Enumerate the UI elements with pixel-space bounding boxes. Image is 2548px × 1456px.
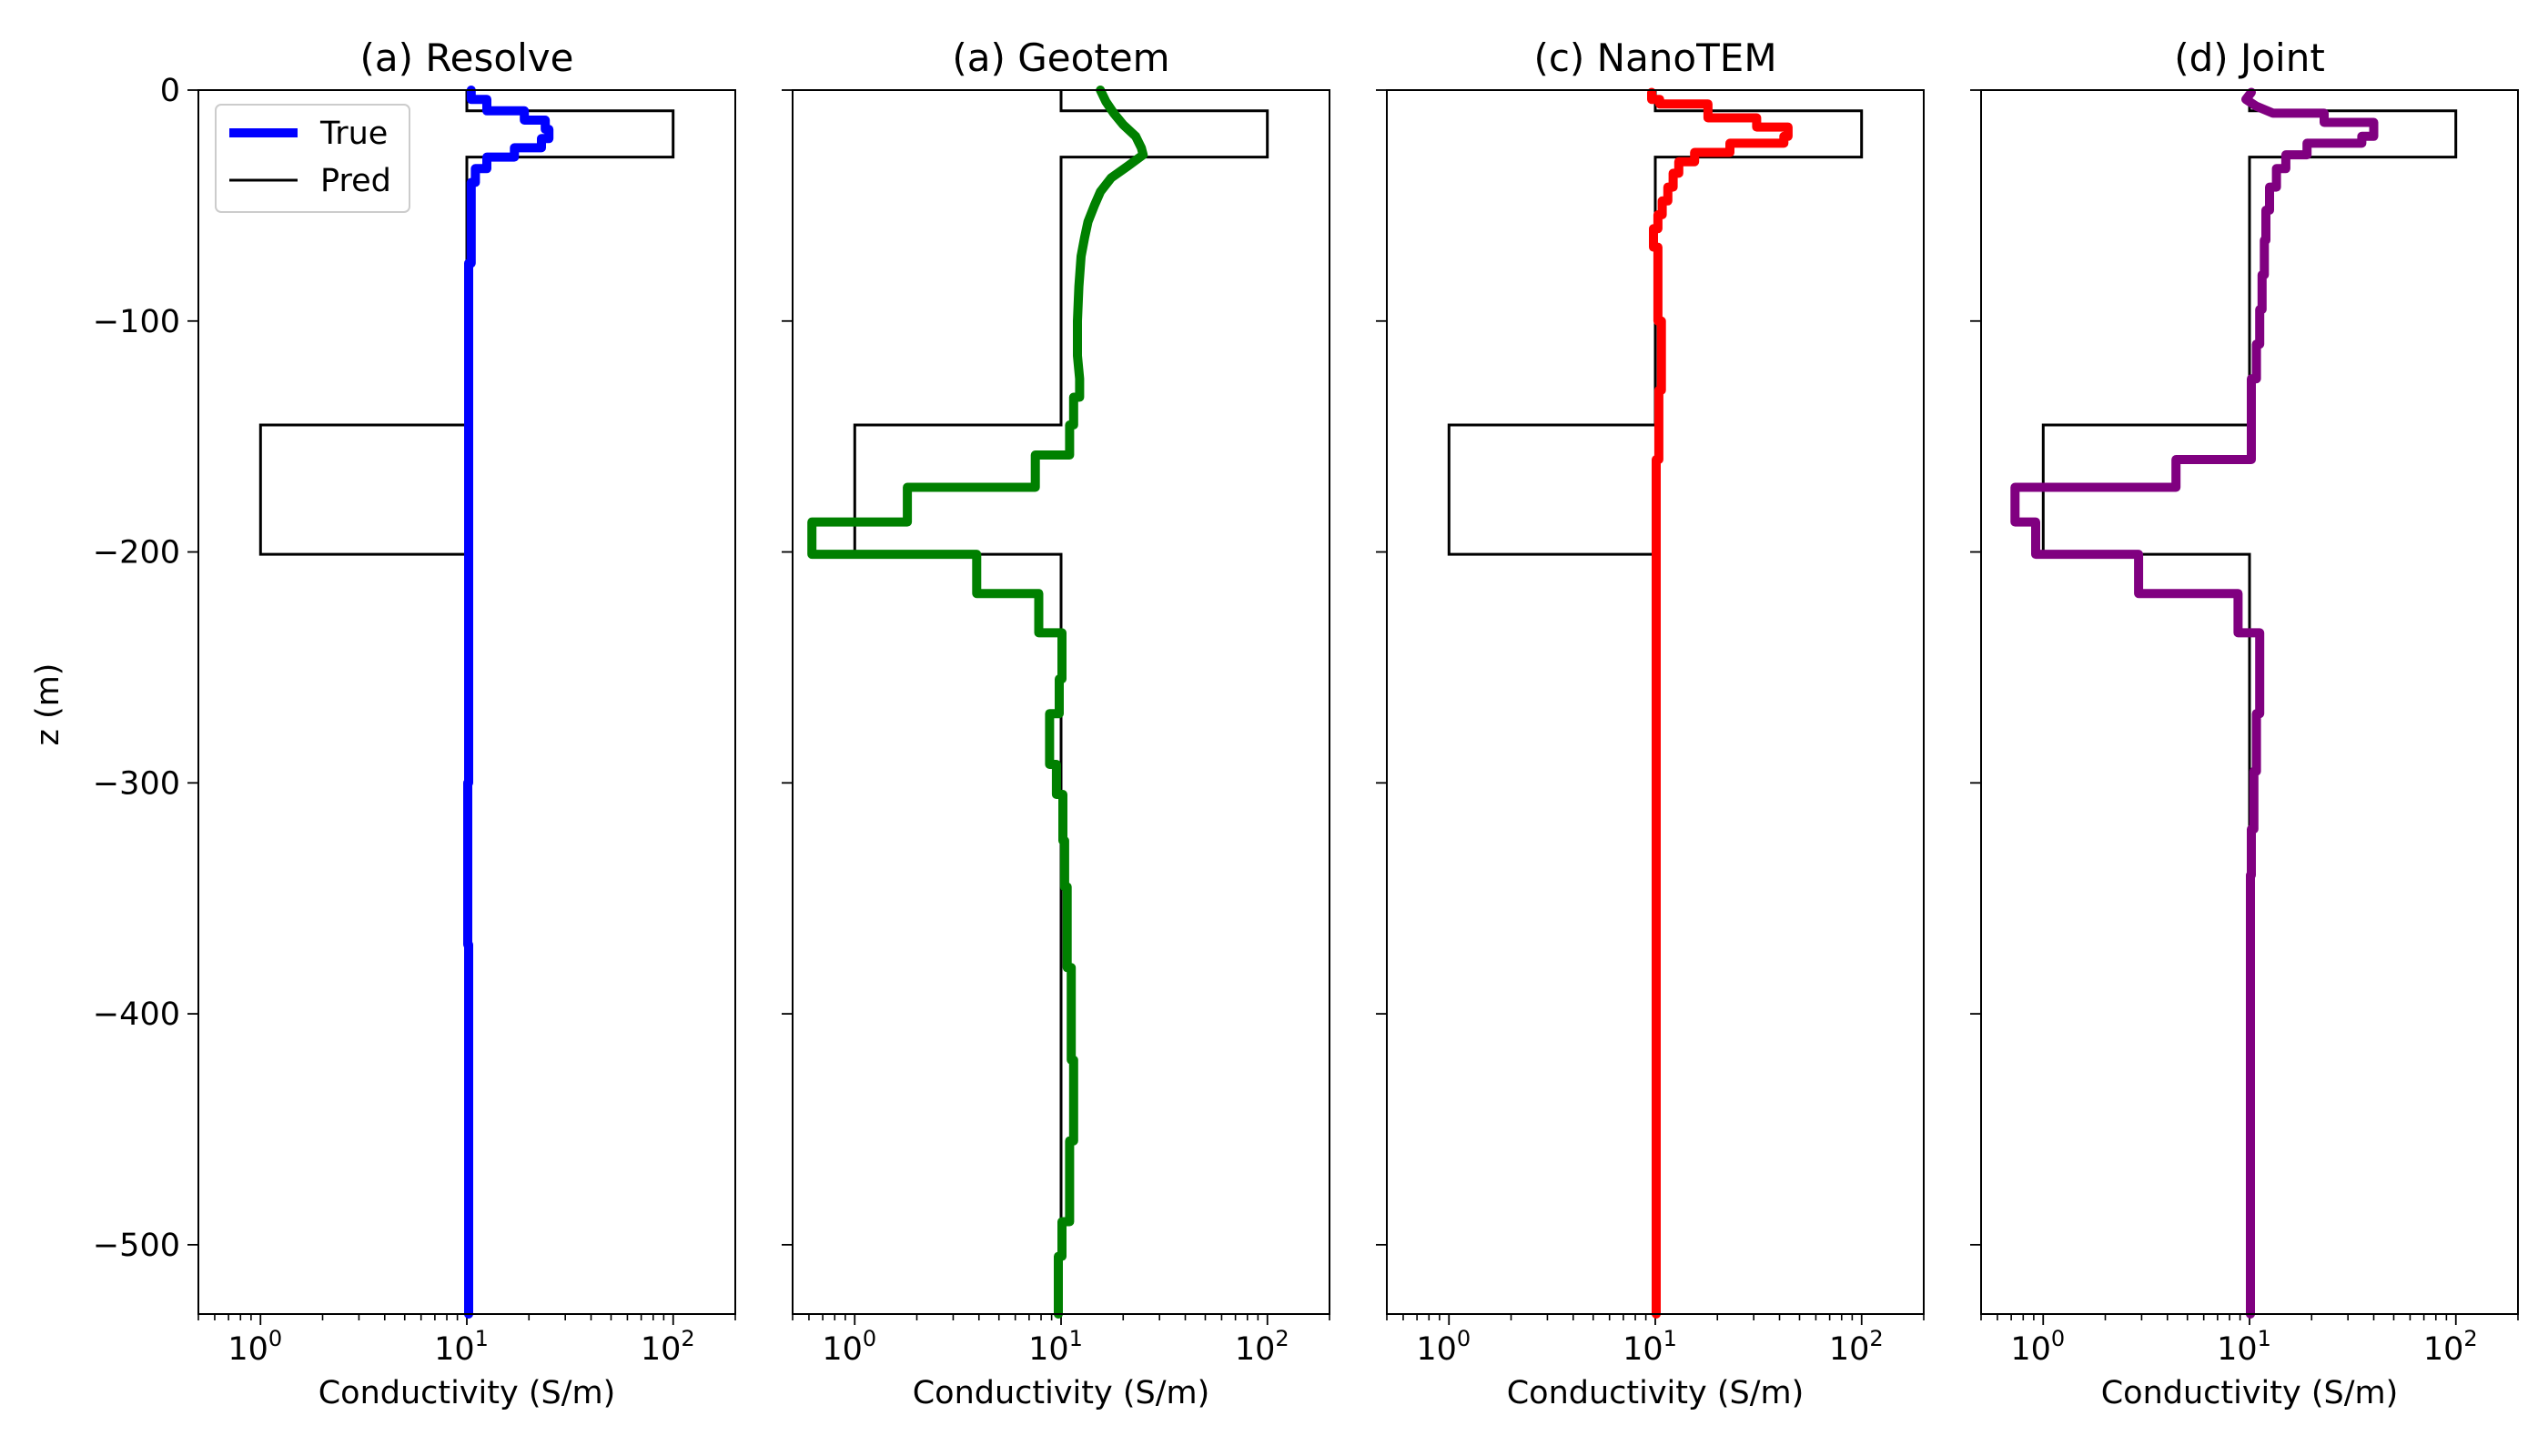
axes-frame: [792, 89, 1330, 1315]
axes-frame: [1980, 89, 2519, 1315]
x-tick-label: 102: [1829, 1326, 1884, 1368]
x-tick-label: 100: [228, 1326, 282, 1368]
legend-label: True: [319, 116, 388, 152]
y-tick-label: −400: [93, 996, 180, 1033]
x-axis-label: Conductivity (S/m): [913, 1375, 1210, 1411]
panel-title: (d) Joint: [2174, 35, 2325, 80]
panel-title: (a) Resolve: [360, 35, 574, 80]
panel-title: (c) NanoTEM: [1533, 35, 1776, 80]
x-tick-label: 101: [1623, 1326, 1677, 1368]
x-tick-label: 100: [2010, 1326, 2065, 1368]
panel-2: 100 101 102 (a) Geotem Conductivity (S/m): [782, 35, 1330, 1411]
axes-frame: [197, 89, 736, 1315]
y-tick-label: 0: [160, 73, 180, 109]
x-tick-label: 102: [641, 1326, 695, 1368]
x-tick-label: 101: [1028, 1326, 1083, 1368]
panel-title: (a) Geotem: [952, 35, 1169, 80]
x-tick-label: 101: [434, 1326, 489, 1368]
panel-4: 100 101 102 (d) Joint Conductivity (S/m): [1970, 35, 2519, 1411]
series-pred-line: [807, 86, 1148, 1319]
series-pred-line: [2010, 87, 2379, 1319]
y-tick-label: −200: [93, 535, 180, 571]
x-tick-label: 102: [1235, 1326, 1289, 1368]
legend-label: Pred: [320, 163, 391, 199]
series-pred-line: [1647, 87, 1793, 1319]
series-pred-line: [463, 86, 554, 1319]
y-tick-label: −300: [93, 765, 180, 802]
x-axis-label: Conductivity (S/m): [2101, 1375, 2399, 1411]
axes-frame: [1386, 89, 1925, 1315]
panel-3: 100 101 102 (c) NanoTEM Conductivity (S/m): [1376, 35, 1925, 1411]
x-tick-label: 100: [1416, 1326, 1471, 1368]
legend: True Pred: [215, 104, 410, 213]
x-tick-label: 101: [2217, 1326, 2271, 1368]
series-true-line: [2041, 90, 2458, 1314]
x-tick-label: 100: [822, 1326, 876, 1368]
x-axis-label: Conductivity (S/m): [318, 1375, 616, 1411]
y-axis-label: z (m): [30, 663, 66, 746]
x-axis-label: Conductivity (S/m): [1507, 1375, 1805, 1411]
x-tick-label: 102: [2423, 1326, 2478, 1368]
y-tick-label: −500: [93, 1228, 180, 1264]
y-tick-label: −100: [93, 304, 180, 340]
panel-1: 100 101 102 0 −100 −200 −300 −400 −500 (a) Resolv…: [93, 35, 736, 1411]
